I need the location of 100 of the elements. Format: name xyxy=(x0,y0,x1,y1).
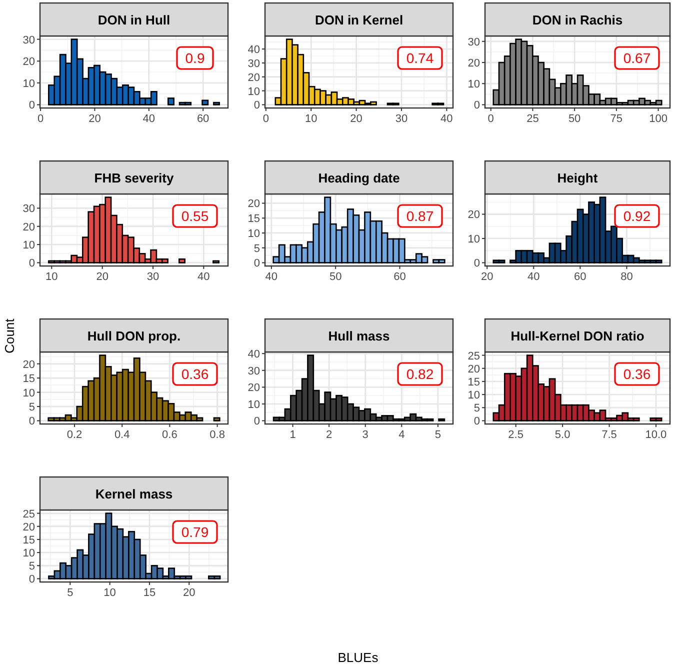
x-tick-label: 40 xyxy=(440,113,453,125)
x-tick-label: 15 xyxy=(143,587,156,599)
y-tick-label: 0 xyxy=(474,100,480,112)
x-tick-label: 0.6 xyxy=(162,429,178,441)
chart-title: DON in Hull xyxy=(98,12,170,28)
chart-title: Kernel mass xyxy=(95,486,173,502)
y-tick-label: 20 xyxy=(248,382,260,394)
x-tick-label: 75 xyxy=(610,113,623,125)
chart-title: Height xyxy=(557,170,598,186)
y-tick-label: 0 xyxy=(254,258,260,270)
y-tick-label: 5 xyxy=(28,560,35,573)
x-tick-label: 60 xyxy=(196,113,210,125)
y-axis-title: Count xyxy=(2,318,17,354)
y-tick-label: 20 xyxy=(248,72,260,84)
x-tick-label: 10.0 xyxy=(645,429,667,441)
chart-title: DON in Rachis xyxy=(532,12,623,28)
y-tick-label: 30 xyxy=(22,34,35,46)
y-tick-label: 20 xyxy=(468,58,480,70)
y-tick-label: 30 xyxy=(248,58,260,70)
x-tick-label: 7.5 xyxy=(602,429,617,441)
x-tick-label: 1 xyxy=(290,429,296,441)
x-tick-label: 2.5 xyxy=(508,429,524,441)
y-tick-label: 20 xyxy=(22,221,35,234)
y-tick-label: 25 xyxy=(22,508,35,520)
y-tick-label: 10 xyxy=(468,233,480,246)
x-tick-label: 10 xyxy=(46,271,58,283)
y-tick-label: 5 xyxy=(474,402,480,415)
y-tick-label: 30 xyxy=(248,365,260,378)
y-tick-label: 15 xyxy=(248,213,260,226)
x-tick-label: 2 xyxy=(326,429,332,441)
y-tick-label: 20 xyxy=(22,521,35,534)
x-tick-label: 0 xyxy=(37,113,44,125)
x-tick-label: 0.4 xyxy=(114,429,130,441)
y-tick-label: 0 xyxy=(474,258,480,270)
y-tick-label: 5 xyxy=(28,402,35,414)
chart-title: Heading date xyxy=(318,170,400,186)
annotation: 0.92 xyxy=(623,208,651,224)
x-tick-label: 10 xyxy=(104,587,116,599)
y-tick-label: 0 xyxy=(254,416,260,428)
x-tick-label: 5 xyxy=(67,587,74,599)
chart-title: Hull-Kernel DON ratio xyxy=(510,328,644,344)
annotation: 0.36 xyxy=(181,366,209,382)
y-tick-label: 40 xyxy=(248,44,260,56)
y-tick-label: 0 xyxy=(28,258,35,270)
x-tick-label: 30 xyxy=(146,271,160,283)
x-tick-label: 0.8 xyxy=(210,429,225,441)
y-tick-label: 30 xyxy=(468,36,480,48)
x-tick-label: 50 xyxy=(568,113,581,125)
y-tick-label: 20 xyxy=(468,363,480,376)
y-tick-label: 10 xyxy=(22,548,35,560)
y-tick-label: 15 xyxy=(468,376,480,388)
y-tick-label: 10 xyxy=(248,86,260,98)
x-tick-label: 4 xyxy=(398,429,405,441)
annotation: 0.67 xyxy=(623,50,651,66)
x-tick-label: 10 xyxy=(304,113,318,125)
y-tick-label: 0 xyxy=(28,416,35,428)
x-tick-label: 25 xyxy=(526,113,539,125)
annotation: 0.9 xyxy=(185,50,205,66)
x-tick-label: 50 xyxy=(329,271,342,283)
x-axis-title: BLUEs xyxy=(338,650,379,665)
y-tick-label: 0 xyxy=(474,416,480,428)
annotation: 0.79 xyxy=(181,524,209,540)
x-tick-label: 60 xyxy=(394,271,406,283)
y-tick-label: 40 xyxy=(248,348,260,361)
chart-title: Hull mass xyxy=(328,328,390,344)
x-tick-label: 5.0 xyxy=(554,429,570,441)
x-tick-label: 80 xyxy=(620,271,633,283)
y-tick-label: 25 xyxy=(468,350,480,362)
chart-title: Hull DON prop. xyxy=(87,328,181,344)
y-tick-label: 20 xyxy=(22,56,35,68)
y-tick-label: 0 xyxy=(28,574,35,586)
x-tick-label: 30 xyxy=(395,113,408,125)
annotation: 0.55 xyxy=(181,208,209,224)
x-tick-label: 40 xyxy=(142,113,156,125)
x-tick-label: 0 xyxy=(262,113,269,125)
y-tick-label: 10 xyxy=(248,228,260,240)
y-tick-label: 10 xyxy=(248,398,260,411)
y-tick-label: 15 xyxy=(22,373,35,386)
x-tick-label: 40 xyxy=(265,271,278,283)
y-tick-label: 5 xyxy=(254,242,260,255)
x-tick-label: 0 xyxy=(488,113,494,125)
x-tick-label: 20 xyxy=(96,271,108,283)
y-tick-label: 10 xyxy=(22,387,35,400)
x-tick-label: 0.2 xyxy=(66,429,82,441)
y-tick-label: 15 xyxy=(22,534,35,546)
y-tick-label: 10 xyxy=(468,390,480,402)
annotation: 0.36 xyxy=(623,366,651,382)
x-tick-label: 20 xyxy=(183,587,196,599)
y-tick-label: 10 xyxy=(22,240,35,252)
chart-title: FHB severity xyxy=(94,170,175,186)
chart-title: DON in Kernel xyxy=(314,12,404,28)
y-tick-label: 20 xyxy=(22,358,35,371)
y-tick-label: 10 xyxy=(22,78,35,90)
x-tick-label: 20 xyxy=(88,113,101,125)
y-tick-label: 20 xyxy=(248,198,260,210)
annotation: 0.87 xyxy=(406,208,434,224)
annotation: 0.82 xyxy=(406,366,434,382)
x-tick-label: 40 xyxy=(528,271,540,283)
y-tick-label: 30 xyxy=(22,203,35,216)
y-tick-label: 0 xyxy=(254,100,260,112)
